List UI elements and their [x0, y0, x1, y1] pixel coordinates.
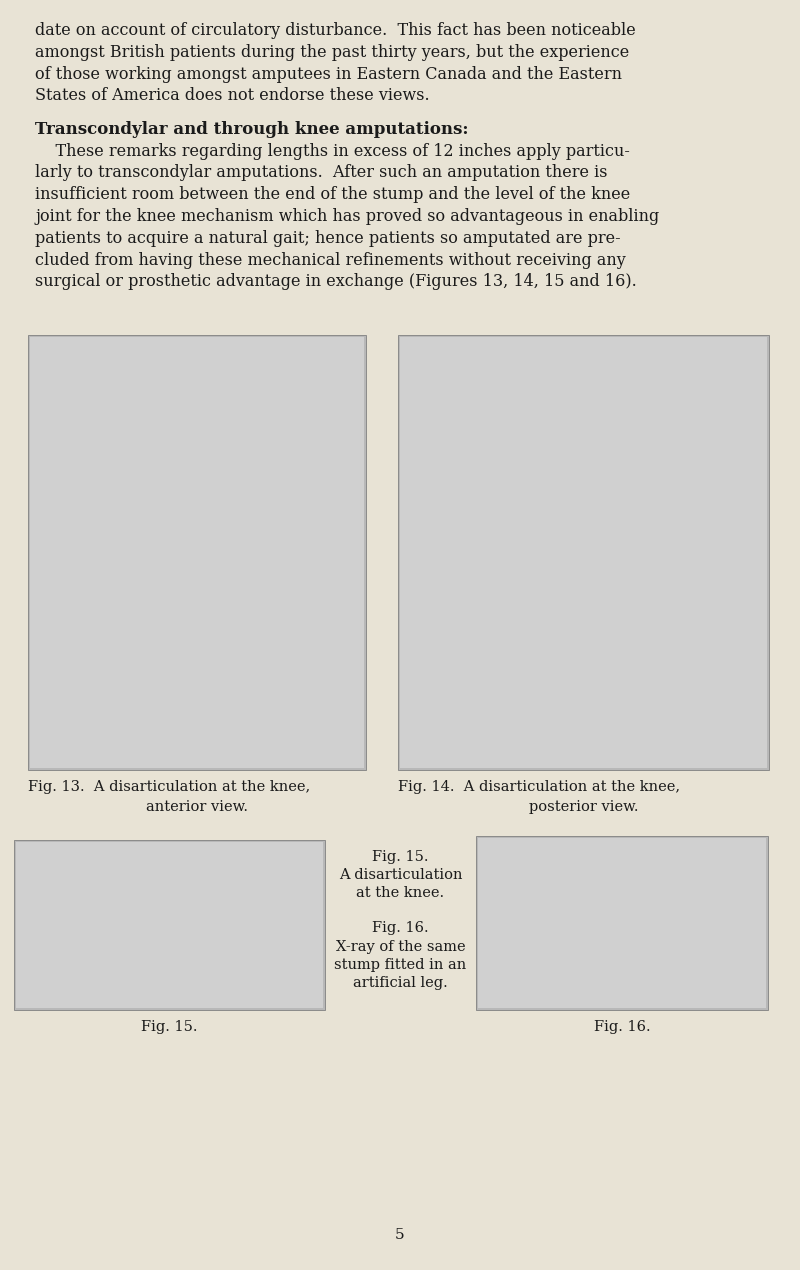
Text: amongst British patients during the past thirty years, but the experience: amongst British patients during the past…: [35, 43, 630, 61]
Text: posterior view.: posterior view.: [529, 800, 638, 814]
Bar: [478, 838, 766, 1008]
Text: Fig. 16.: Fig. 16.: [372, 922, 429, 936]
Text: 5: 5: [395, 1228, 405, 1242]
Text: patients to acquire a natural gait; hence patients so amputated are pre-: patients to acquire a natural gait; henc…: [35, 230, 621, 246]
Text: These remarks regarding lengths in excess of 12 inches apply particu-: These remarks regarding lengths in exces…: [35, 142, 630, 160]
Text: Fig. 13.  A disarticulation at the knee,: Fig. 13. A disarticulation at the knee,: [28, 780, 310, 794]
Text: surgical or prosthetic advantage in exchange (Figures 13, 14, 15 and 16).: surgical or prosthetic advantage in exch…: [35, 273, 637, 291]
Text: Fig. 14.  A disarticulation at the knee,: Fig. 14. A disarticulation at the knee,: [398, 780, 680, 794]
Text: A disarticulation: A disarticulation: [338, 869, 462, 883]
Bar: [28, 335, 366, 770]
Text: Fig. 16.: Fig. 16.: [594, 1020, 650, 1034]
Text: Fig. 15.: Fig. 15.: [372, 850, 429, 864]
Text: larly to transcondylar amputations.  After such an amputation there is: larly to transcondylar amputations. Afte…: [35, 164, 607, 182]
Bar: [30, 337, 364, 768]
Text: date on account of circulatory disturbance.  This fact has been noticeable: date on account of circulatory disturban…: [35, 22, 636, 39]
Text: joint for the knee mechanism which has proved so advantageous in enabling: joint for the knee mechanism which has p…: [35, 208, 659, 225]
Bar: [400, 337, 767, 768]
Bar: [16, 842, 323, 1008]
Text: States of America does not endorse these views.: States of America does not endorse these…: [35, 88, 430, 104]
Text: cluded from having these mechanical refinements without receiving any: cluded from having these mechanical refi…: [35, 251, 626, 268]
Text: stump fitted in an: stump fitted in an: [334, 958, 466, 972]
Bar: [476, 836, 768, 1010]
Bar: [398, 335, 769, 770]
Text: anterior view.: anterior view.: [146, 800, 248, 814]
Text: Fig. 15.: Fig. 15.: [142, 1020, 198, 1034]
Text: artificial leg.: artificial leg.: [353, 977, 448, 991]
Text: Transcondylar and through knee amputations:: Transcondylar and through knee amputatio…: [35, 121, 469, 138]
Text: at the knee.: at the knee.: [357, 886, 445, 900]
Text: insufficient room between the end of the stump and the level of the knee: insufficient room between the end of the…: [35, 187, 630, 203]
Text: of those working amongst amputees in Eastern Canada and the Eastern: of those working amongst amputees in Eas…: [35, 66, 622, 83]
Text: X-ray of the same: X-ray of the same: [336, 940, 466, 954]
Bar: [14, 839, 325, 1010]
